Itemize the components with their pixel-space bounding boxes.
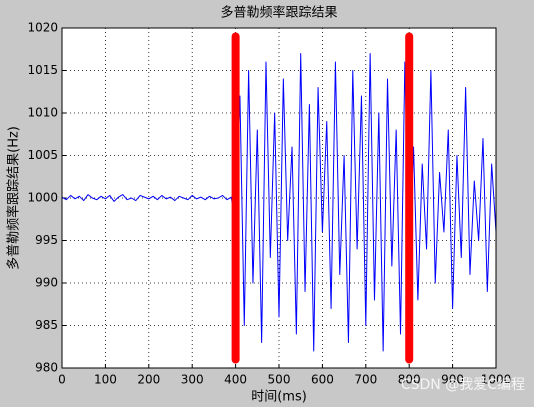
- x-axis-label: 时间(ms): [251, 390, 307, 405]
- x-tick-label: 500: [268, 373, 291, 387]
- y-tick-label: 1015: [27, 63, 58, 77]
- x-tick-label: 300: [181, 373, 204, 387]
- x-tick-label: 600: [311, 373, 334, 387]
- y-tick-label: 1010: [27, 106, 58, 120]
- series-line: [61, 53, 497, 352]
- y-tick-label: 1005: [27, 148, 58, 162]
- x-tick-label: 400: [224, 373, 247, 387]
- watermark: CSDN @我爱C编程: [401, 377, 525, 393]
- y-tick-label: 985: [35, 318, 58, 332]
- y-tick-label: 980: [35, 361, 58, 375]
- x-tick-label: 900: [441, 373, 464, 387]
- x-tick-label: 0: [58, 373, 66, 387]
- chart-title: 多普勒频率跟踪结果: [220, 5, 337, 21]
- y-axis-label: 多普勒频率跟踪结果(Hz): [6, 126, 22, 270]
- x-tick-label: 1000: [481, 373, 512, 387]
- axes-frame: [61, 27, 497, 369]
- x-tick-label: 700: [354, 373, 377, 387]
- y-tick-label: 995: [35, 233, 58, 247]
- y-tick-label: 990: [35, 276, 58, 290]
- x-tick-label: 100: [94, 373, 117, 387]
- y-tick-label: 1000: [27, 191, 58, 205]
- y-tick-label: 1020: [27, 21, 58, 35]
- x-tick-label: 800: [398, 373, 421, 387]
- x-tick-label: 200: [137, 373, 160, 387]
